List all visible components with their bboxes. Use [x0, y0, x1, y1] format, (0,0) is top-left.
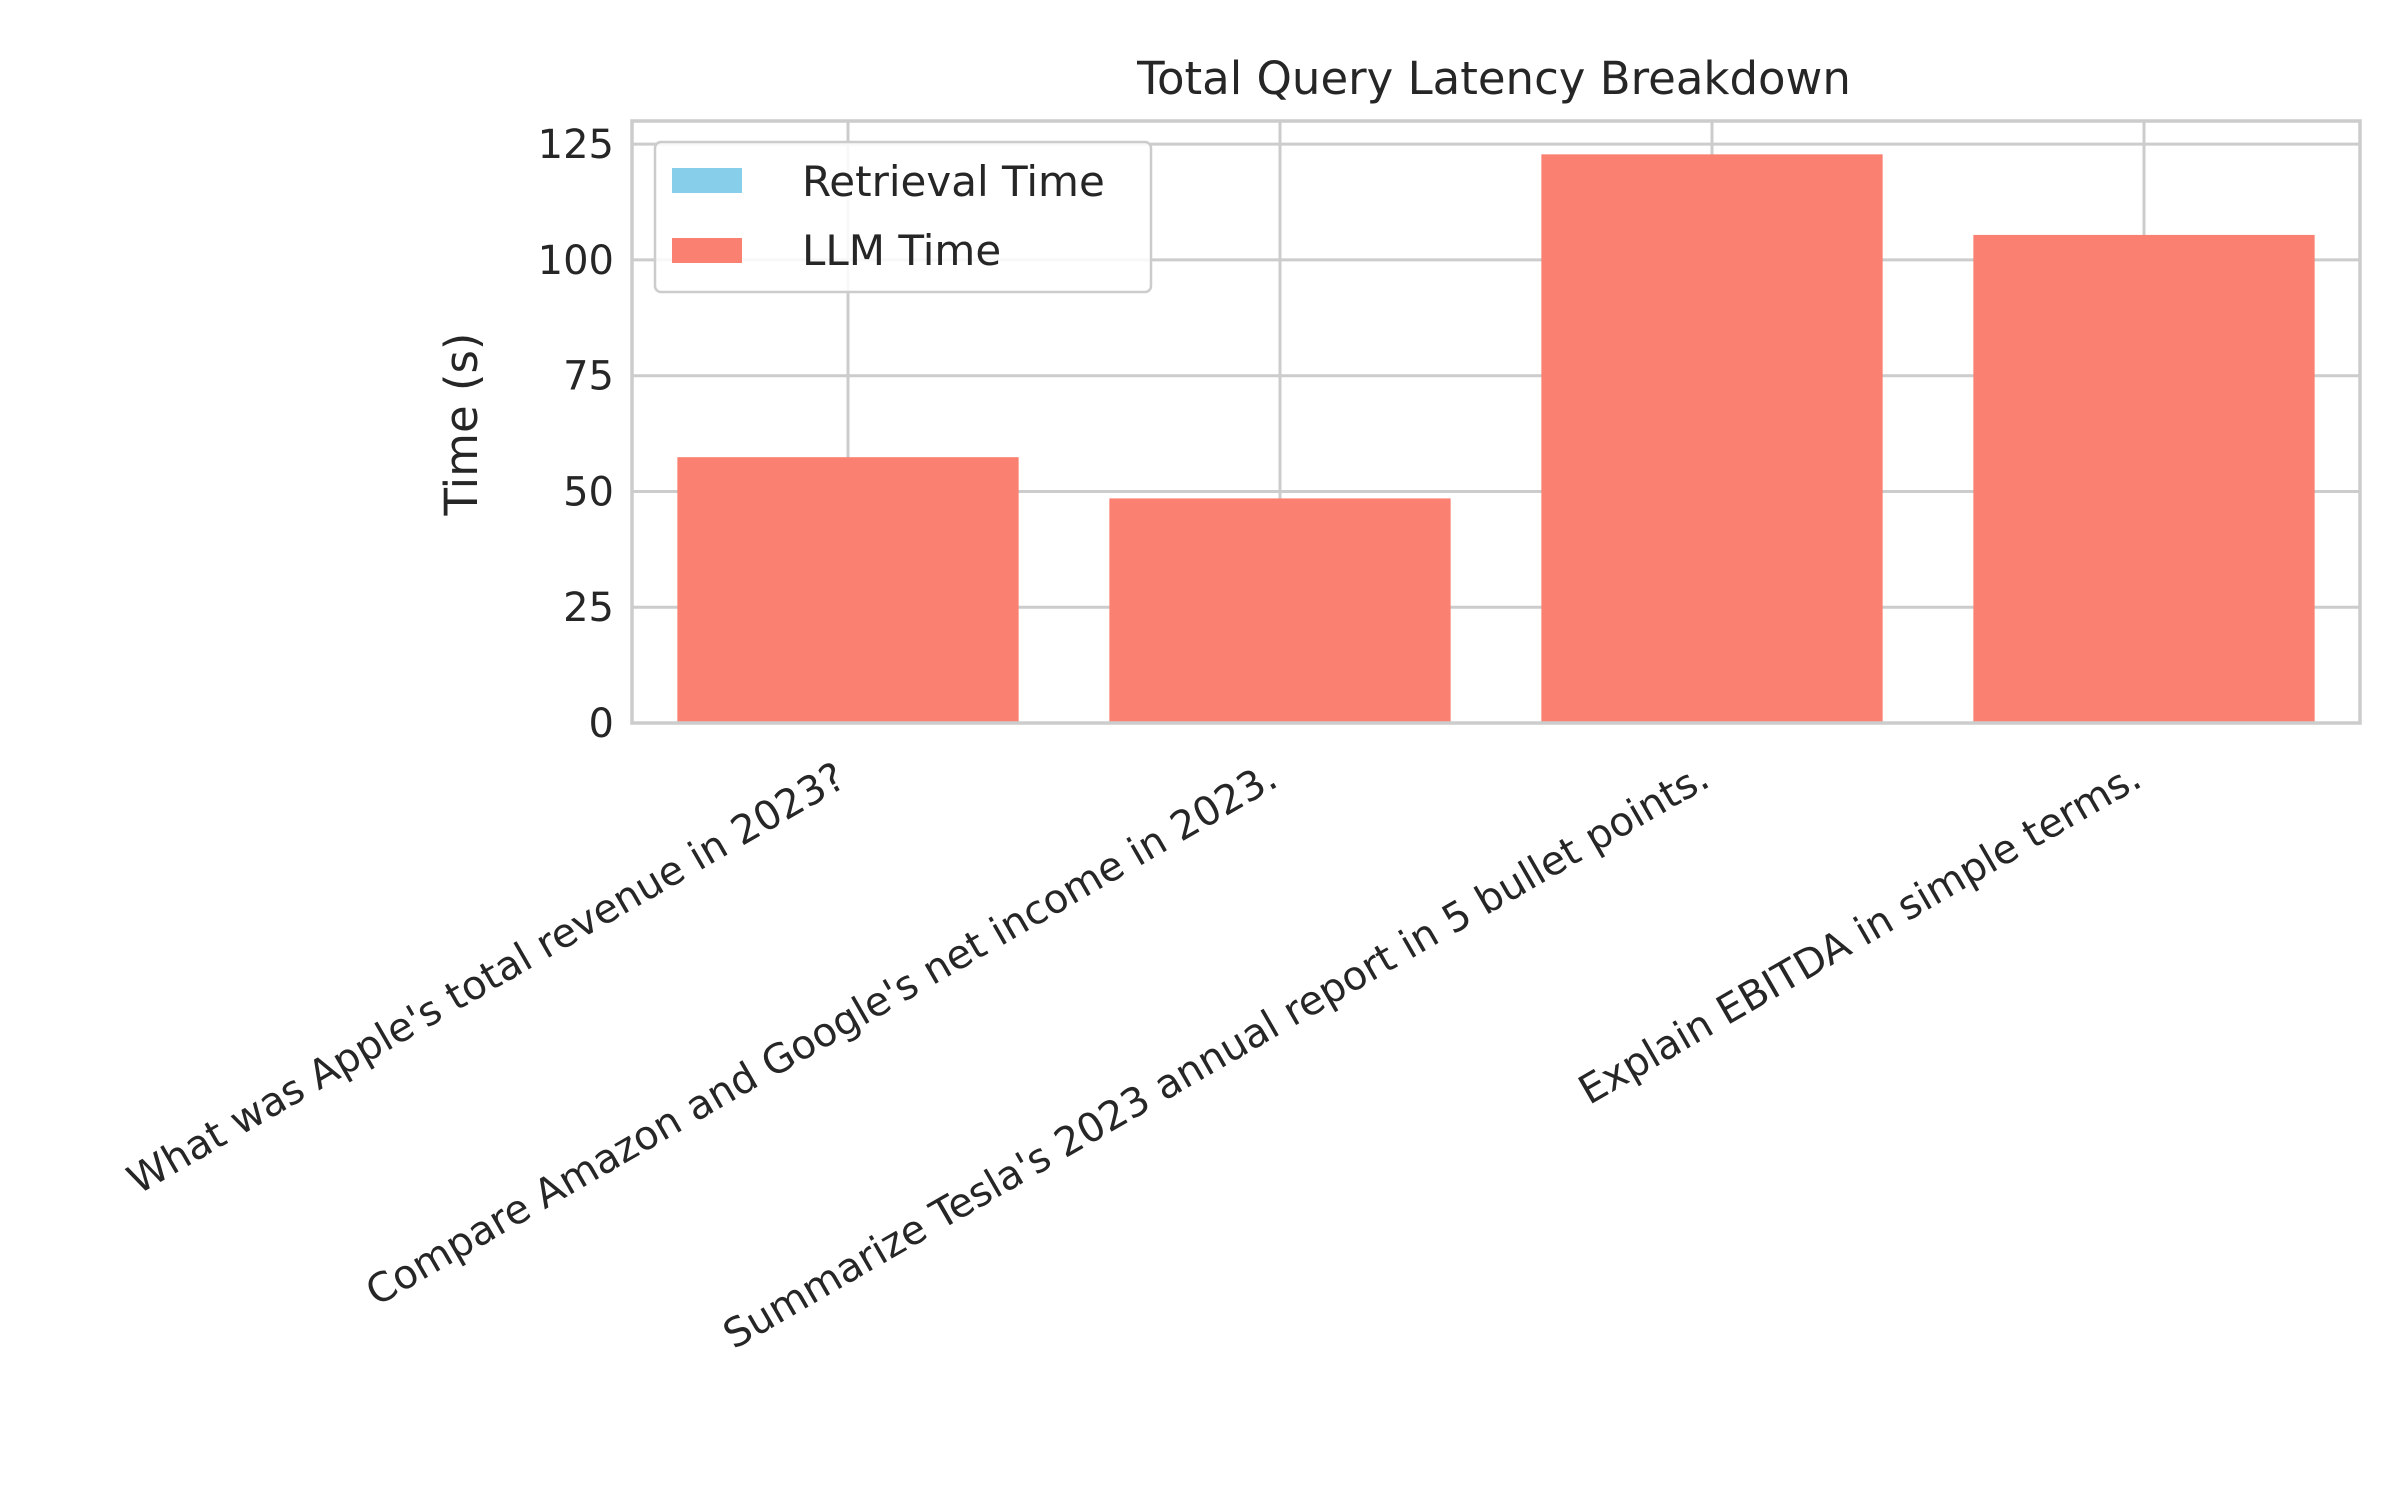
legend: Retrieval Time LLM Time: [653, 140, 1153, 294]
frame-layer: [630, 119, 2362, 725]
bars-layer: [677, 154, 2315, 723]
y-tick-label-25: 25: [563, 585, 614, 631]
legend-label-llm-time: LLM Time: [802, 226, 1001, 275]
y-tick-label-100: 100: [538, 238, 614, 284]
x-tick-labels: What was Apple's total revenue in 2023?C…: [120, 754, 2149, 1359]
x-tick-label-1: What was Apple's total revenue in 2023?: [120, 754, 853, 1204]
y-tick-label-50: 50: [563, 469, 614, 515]
y-axis-label: Time (s): [435, 333, 488, 517]
bar-llm-time-2: [1109, 498, 1451, 723]
legend-label-retrieval-time: Retrieval Time: [802, 157, 1105, 206]
y-tick-labels: 0 25 50 75 100 125: [538, 122, 614, 747]
chart-title: Total Query Latency Breakdown: [1136, 52, 1851, 105]
x-tick-label-2: Compare Amazon and Google's net income i…: [358, 754, 1285, 1316]
bar-llm-time-1: [677, 457, 1019, 723]
legend-frame: [653, 140, 1153, 294]
bar-llm-time-3: [1541, 154, 1883, 723]
x-tick-label-3: Summarize Tesla's 2023 annual report in …: [716, 754, 1717, 1359]
y-tick-label-75: 75: [563, 354, 614, 400]
legend-swatch-llm-time: [672, 238, 742, 263]
y-tick-label-125: 125: [538, 122, 614, 168]
y-tick-label-0: 0: [589, 701, 614, 747]
plot-frame: [630, 119, 2362, 725]
legend-swatch-retrieval-time: [672, 168, 742, 193]
bar-llm-time-4: [1973, 234, 2315, 723]
